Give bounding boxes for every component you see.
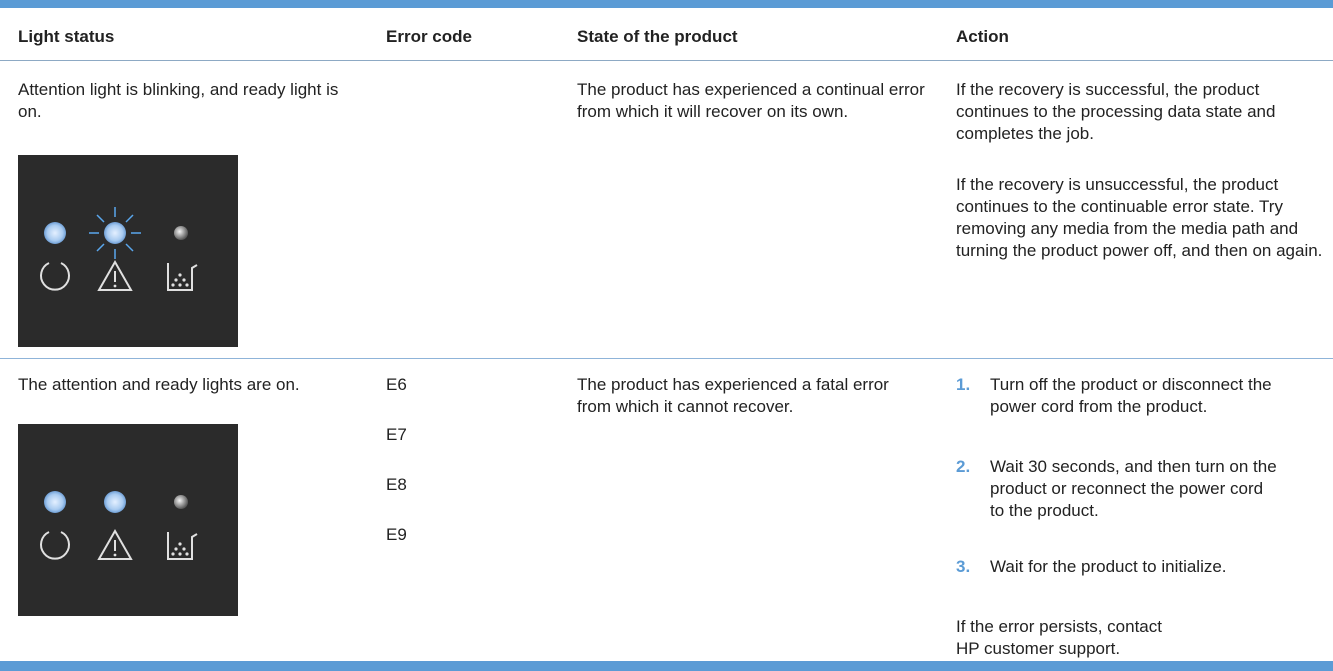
step-text: Turn off the product or disconnect the p… — [990, 375, 1272, 416]
step-text: Wait for the product to initialize. — [990, 557, 1227, 576]
header-cell: State of the product — [577, 27, 738, 46]
bottom-rule — [0, 661, 1333, 671]
error-code: E7 — [386, 425, 407, 444]
action-step: 2. Wait 30 seconds, and then turn on the … — [956, 456, 1280, 522]
action-step: 3. Wait for the product to initialize. — [956, 556, 1328, 578]
error-code: E6 — [386, 375, 407, 394]
action: 1. Turn off the product or disconnect the… — [956, 374, 1328, 660]
error-code: E9 — [386, 525, 407, 544]
action: If the recovery is successful, the produ… — [956, 79, 1326, 291]
state: The product has experienced a fatal erro… — [577, 375, 889, 416]
step-text: Wait 30 seconds, and then turn on the pr… — [990, 457, 1277, 520]
error-code: E8 — [386, 475, 407, 494]
action-note-line: If the error persists, contact — [956, 617, 1162, 636]
action-paragraph: If the recovery is successful, the produ… — [956, 80, 1276, 143]
action-step: 1. Turn off the product or disconnect the… — [956, 374, 1320, 418]
light-status: Attention light is blinking, and ready l… — [18, 80, 339, 121]
state: The product has experienced a continual … — [577, 80, 925, 121]
action-note-line: HP customer support. — [956, 639, 1121, 658]
action-paragraph: If the recovery is unsuccessful, the pro… — [956, 175, 1323, 260]
row-rule — [0, 358, 1333, 359]
step-number: 3. — [956, 557, 971, 576]
step-number: 2. — [956, 457, 971, 476]
header-cell: Action — [956, 27, 1009, 46]
top-rule — [0, 0, 1333, 8]
error-codes: E6 E7 E8 E9 — [386, 374, 566, 574]
light-panel — [18, 155, 238, 347]
step-number: 1. — [956, 375, 971, 394]
light-panel — [18, 424, 238, 616]
header-cell: Light status — [18, 27, 115, 46]
header-rule — [0, 60, 1333, 61]
header-cell: Error code — [386, 27, 472, 46]
light-status: The attention and ready lights are on. — [18, 375, 300, 394]
